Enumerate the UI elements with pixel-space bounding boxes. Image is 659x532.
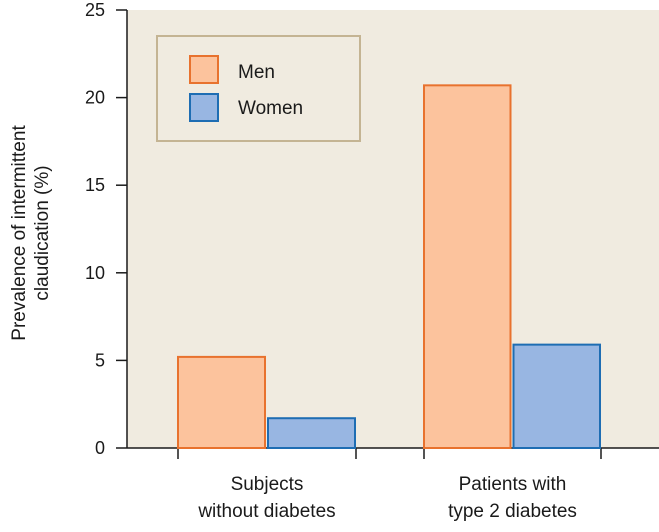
x-category-label: without diabetes bbox=[197, 501, 335, 522]
bar-women-2 bbox=[512, 343, 601, 449]
y-tick-label: 20 bbox=[85, 88, 105, 108]
y-tick-label: 25 bbox=[85, 0, 105, 20]
bar-women-1 bbox=[267, 417, 356, 450]
x-category-label: Subjects bbox=[231, 474, 304, 495]
bars bbox=[177, 84, 601, 450]
y-axis: 0 5 10 15 20 25 bbox=[85, 0, 128, 458]
legend: Men Women bbox=[156, 35, 361, 142]
legend-swatch-men bbox=[189, 55, 219, 84]
legend-box bbox=[156, 35, 361, 142]
legend-swatch-women bbox=[189, 93, 219, 122]
y-tick-label: 5 bbox=[95, 350, 105, 370]
y-tick-label: 10 bbox=[85, 263, 105, 283]
bar-men-1 bbox=[177, 355, 266, 449]
y-axis-label-line-2: claudication (%) bbox=[32, 165, 53, 300]
x-axis: Subjects without diabetes Patients with typ… bbox=[127, 447, 659, 522]
y-tick-label: 15 bbox=[85, 175, 105, 195]
y-tick-label: 0 bbox=[95, 438, 105, 458]
y-axis-label-line-1: Prevalence of intermittent bbox=[9, 125, 30, 341]
legend-label-women: Women bbox=[238, 98, 303, 119]
legend-label-men: Men bbox=[238, 62, 275, 83]
x-category-label: type 2 diabetes bbox=[448, 501, 577, 522]
x-category-label: Patients with bbox=[459, 474, 567, 495]
bar-men-2 bbox=[423, 84, 512, 449]
